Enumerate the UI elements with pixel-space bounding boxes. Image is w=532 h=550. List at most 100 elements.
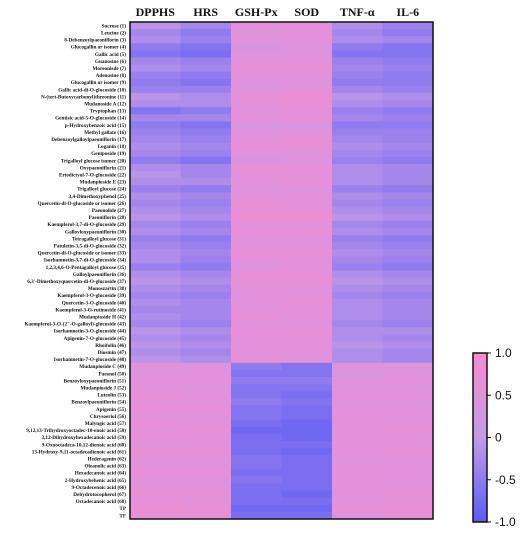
heatmap-cell [130,313,181,321]
heatmap-cell [382,71,434,80]
heatmap-cell [281,398,333,406]
heatmap-cells [130,22,434,520]
heatmap-cell [180,93,232,101]
heatmap-cell [130,50,181,58]
heatmap-cell [281,320,333,328]
heatmap-cell [382,320,434,328]
heatmap-cell [332,469,383,477]
heatmap-cell [180,121,232,129]
heatmap-cell [130,85,181,94]
row-label: 8-Debenzoylpaeoniflorin (3) [64,37,126,44]
heatmap-cell [180,469,232,477]
row-label: Kaempferol-3-O-rutinoside (41) [55,306,126,313]
heatmap-cell [231,85,282,94]
heatmap-cell [231,469,282,477]
heatmap-cell [281,100,333,108]
heatmap-cell [332,100,383,108]
heatmap-cell [231,78,282,87]
row-label: Diosmin (47) [98,349,127,356]
heatmap-cell [281,263,333,271]
heatmap-cell [231,220,282,229]
heatmap-cell [382,121,434,129]
heatmap-cell [180,348,232,357]
row-label: TP [119,506,126,512]
heatmap-cell [382,448,434,456]
heatmap-cell [130,497,181,506]
heatmap-cell [231,242,282,250]
heatmap-cell [231,100,282,108]
heatmap-cell [180,100,232,108]
heatmap-cell [130,462,181,470]
heatmap-cell [281,249,333,257]
heatmap-cell [281,483,333,491]
heatmap-cell [231,171,282,179]
heatmap-cell [281,426,333,435]
heatmap-cell [332,29,383,37]
heatmap-cell [332,483,383,491]
heatmap-cell [382,511,434,520]
heatmap-cell [231,263,282,271]
heatmap-cell [281,455,333,463]
heatmap-cell [382,36,434,44]
heatmap-cell [180,391,232,399]
heatmap-cell [130,178,181,186]
heatmap-cell [180,511,232,520]
colorbar-tick-label: 0.5 [495,388,512,402]
heatmap-cell [180,22,232,30]
heatmap-cell [130,277,181,286]
heatmap-cell [180,50,232,58]
row-label: Loganin (18) [98,143,127,150]
heatmap-cell [382,369,434,378]
heatmap-cell [180,504,232,513]
heatmap-cell [180,249,232,257]
heatmap-cell [281,440,333,449]
heatmap-cell [180,362,232,371]
heatmap-cell [180,476,232,484]
heatmap-cell [281,405,333,413]
row-label: Sucrose (1) [101,22,126,29]
heatmap-cell [231,362,282,371]
row-label: Moreonisde (7) [93,65,127,72]
heatmap-cell [130,185,181,193]
heatmap-cell [180,78,232,87]
heatmap-cell [130,100,181,108]
heatmap-cell [382,497,434,506]
row-label: Isorhamnetin-3,7-di-O-glucoside (34) [44,257,126,264]
heatmap-cell [332,50,383,58]
heatmap-cell [231,185,282,193]
heatmap-cell [281,114,333,122]
heatmap-cell [231,50,282,58]
heatmap-cell [332,313,383,321]
row-label: Adenosine (8) [96,72,127,79]
column-header: GSH-Px [235,5,278,19]
heatmap-cell [382,213,434,222]
heatmap-cell [130,306,181,314]
heatmap-cell [231,235,282,243]
heatmap-cell [382,149,434,158]
heatmap-cell [180,377,232,385]
row-label: p-Hydroxybenzoic acid (15) [65,122,127,129]
heatmap-cell [281,171,333,179]
heatmap-cell [382,298,434,307]
row-label: Rhoifolin (46) [95,342,126,349]
heatmap-cell [332,22,383,30]
heatmap-cell [231,440,282,449]
heatmap-cell [382,483,434,491]
heatmap-cell [130,440,181,449]
heatmap-cell [180,320,232,328]
heatmap-cell [130,256,181,264]
heatmap-cell [231,320,282,328]
row-label: Malyngic acid (57) [85,420,126,427]
heatmap-cell [281,369,333,378]
heatmap-cell [231,377,282,385]
heatmap-cell [231,384,282,392]
heatmap-cell [231,114,282,122]
heatmap-cell [281,178,333,186]
heatmap-cell [281,156,333,165]
heatmap-cell [130,320,181,328]
heatmap-cell [332,320,383,328]
heatmap-cell [281,85,333,94]
heatmap-cell [332,327,383,335]
heatmap-cell [180,36,232,44]
